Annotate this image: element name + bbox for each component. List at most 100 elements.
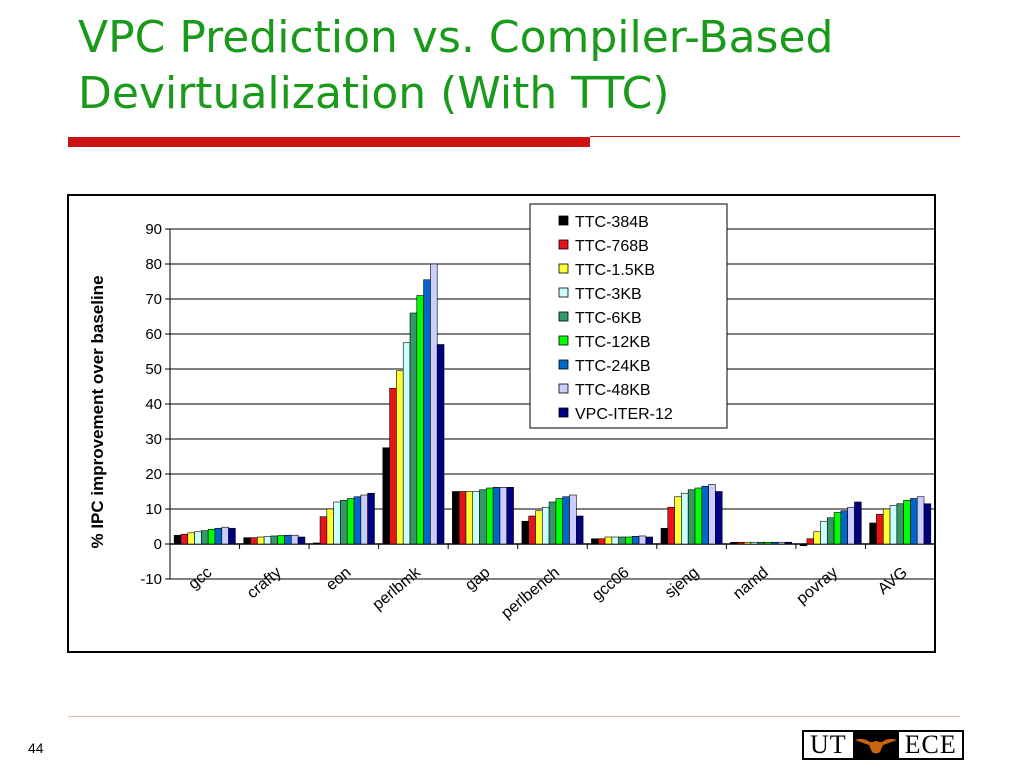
y-tick-label: 90 (145, 221, 162, 238)
slide-title-line1: VPC Prediction vs. Compiler-Based (78, 12, 834, 63)
bar-gap-TTC-3KB (472, 491, 480, 545)
bar-perlbench-TTC-384B (521, 520, 529, 545)
bar-gcc-TTC-24KB (214, 527, 223, 545)
bar-AVG-TTC-48KB (916, 496, 925, 545)
x-tick-label: gcc06 (589, 564, 633, 605)
bar-perlbench-TTC-24KB (562, 496, 570, 545)
y-tick-label: 80 (145, 256, 162, 273)
bar-namd-TTC-1.5KB (743, 541, 752, 545)
legend-swatch (558, 239, 569, 250)
bar-namd-TTC-384B (730, 541, 738, 545)
bar-eon-TTC-24KB (353, 496, 362, 545)
bar-povray-TTC-48KB (847, 506, 855, 545)
bar-AVG-TTC-1.5KB (882, 508, 891, 545)
title-rule-thin (590, 136, 960, 137)
bar-namd-TTC-3KB (750, 541, 759, 545)
x-tick-label: povray (794, 564, 842, 608)
bar-povray-TTC-24KB (840, 510, 848, 545)
bar-sjeng-TTC-3KB (681, 492, 689, 545)
x-tick-label: sjeng (662, 564, 702, 602)
bar-chart: -10 0 10 20 30 40 50 60 70 80 90 % IPC improvement … (88, 203, 934, 622)
legend-label: TTC-384B (575, 214, 649, 231)
y-tick-label: 70 (145, 291, 162, 308)
page-number: 44 (28, 740, 44, 756)
bar-gcc-TTC-48KB (221, 526, 229, 545)
bar-gcc06-TTC-1.5KB (604, 536, 613, 545)
slide-title-line2: Devirtualization (With TTC) (78, 68, 670, 119)
bar-perlbmk-TTC-384B (382, 447, 390, 545)
bar-gcc06-TTC-12KB (625, 536, 633, 545)
bar-gcc-TTC-3KB (194, 531, 202, 545)
legend-label: TTC-6KB (575, 310, 642, 327)
bar-perlbmk-TTC-3KB (402, 342, 411, 545)
y-tick-label: 40 (145, 396, 162, 413)
footer-rule (68, 716, 960, 717)
bar-gap-TTC-1.5KB (465, 491, 474, 545)
bar-perlbench-TTC-6KB (548, 501, 557, 545)
bar-eon-TTC-3KB (333, 501, 341, 545)
bar-sjeng-TTC-48KB (708, 484, 716, 545)
bar-perlbmk-TTC-6KB (409, 312, 418, 545)
bar-namd-TTC-24KB (771, 541, 779, 545)
bar-gap-TTC-24KB (492, 486, 501, 545)
bar-perlbench-TTC-3KB (541, 506, 550, 545)
y-tick-label: 60 (145, 326, 162, 343)
bar-povray-TTC-6KB (826, 517, 835, 545)
bar-perlbench-VPC-ITER-12 (575, 515, 584, 545)
bar-namd-TTC-768B (737, 541, 745, 545)
legend-label: TTC-12KB (575, 334, 651, 351)
bar-gcc06-TTC-24KB (631, 535, 640, 545)
x-tick-label: gap (462, 564, 493, 594)
bar-perlbmk-TTC-48KB (430, 263, 438, 545)
bar-perlbmk-TTC-12KB (416, 295, 424, 545)
bar-AVG-TTC-384B (869, 522, 877, 545)
x-tick-label: AVG (875, 564, 911, 598)
bar-perlbmk-TTC-24KB (423, 279, 431, 545)
y-tick-label: 0 (154, 536, 162, 553)
bar-eon-TTC-1.5KB (326, 508, 334, 545)
bar-povray-TTC-3KB (820, 520, 828, 545)
slide-title: VPC Prediction vs. Compiler-Based Devirt… (78, 10, 978, 122)
bar-eon-TTC-6KB (340, 499, 348, 545)
bar-crafty-VPC-ITER-12 (297, 536, 306, 545)
y-tick-label: 20 (145, 466, 162, 483)
legend-label: VPC-ITER-12 (575, 406, 673, 423)
bar-sjeng-TTC-384B (660, 527, 669, 545)
bar-gcc-TTC-1.5KB (187, 532, 195, 545)
bar-sjeng-TTC-768B (667, 506, 675, 545)
bar-gcc06-TTC-48KB (638, 535, 647, 545)
bar-perlbench-TTC-768B (528, 515, 536, 545)
legend-swatch (558, 407, 569, 418)
bar-gcc-TTC-768B (180, 533, 189, 545)
y-tick-label: -10 (140, 571, 162, 588)
bar-povray-TTC-384B (799, 543, 808, 547)
bar-povray-TTC-12KB (833, 512, 842, 545)
bar-eon-TTC-48KB (360, 494, 368, 545)
bar-perlbench-TTC-12KB (555, 498, 563, 545)
bar-AVG-TTC-6KB (896, 503, 904, 545)
bar-crafty-TTC-6KB (270, 535, 279, 545)
bar-sjeng-TTC-24KB (701, 485, 709, 545)
bar-crafty-TTC-3KB (263, 536, 272, 545)
bar-gcc06-TTC-6KB (618, 536, 626, 545)
legend-label: TTC-48KB (575, 382, 651, 399)
legend-label: TTC-1.5KB (575, 262, 655, 279)
y-tick-label: 50 (145, 361, 162, 378)
logo-text-left: UT (810, 730, 847, 759)
bar-AVG-TTC-24KB (910, 498, 918, 545)
legend-swatch (558, 287, 569, 298)
y-tick-label: 10 (145, 501, 162, 518)
bar-crafty-TTC-384B (243, 537, 251, 545)
y-axis-label: % IPC improvement over baseline (88, 275, 107, 548)
bar-crafty-TTC-1.5KB (257, 536, 265, 545)
legend-swatch (558, 263, 569, 274)
bar-eon-VPC-ITER-12 (367, 492, 375, 545)
bar-namd-TTC-12KB (764, 541, 772, 545)
legend-swatch (558, 215, 569, 226)
bar-povray-VPC-ITER-12 (854, 501, 862, 545)
x-tick-label: perlbench (498, 564, 563, 622)
x-tick-label: eon (323, 564, 354, 594)
ut-ece-logo: UT ECE (802, 730, 964, 760)
bar-perlbmk-VPC-ITER-12 (436, 344, 445, 545)
bar-gap-TTC-48KB (499, 486, 508, 545)
